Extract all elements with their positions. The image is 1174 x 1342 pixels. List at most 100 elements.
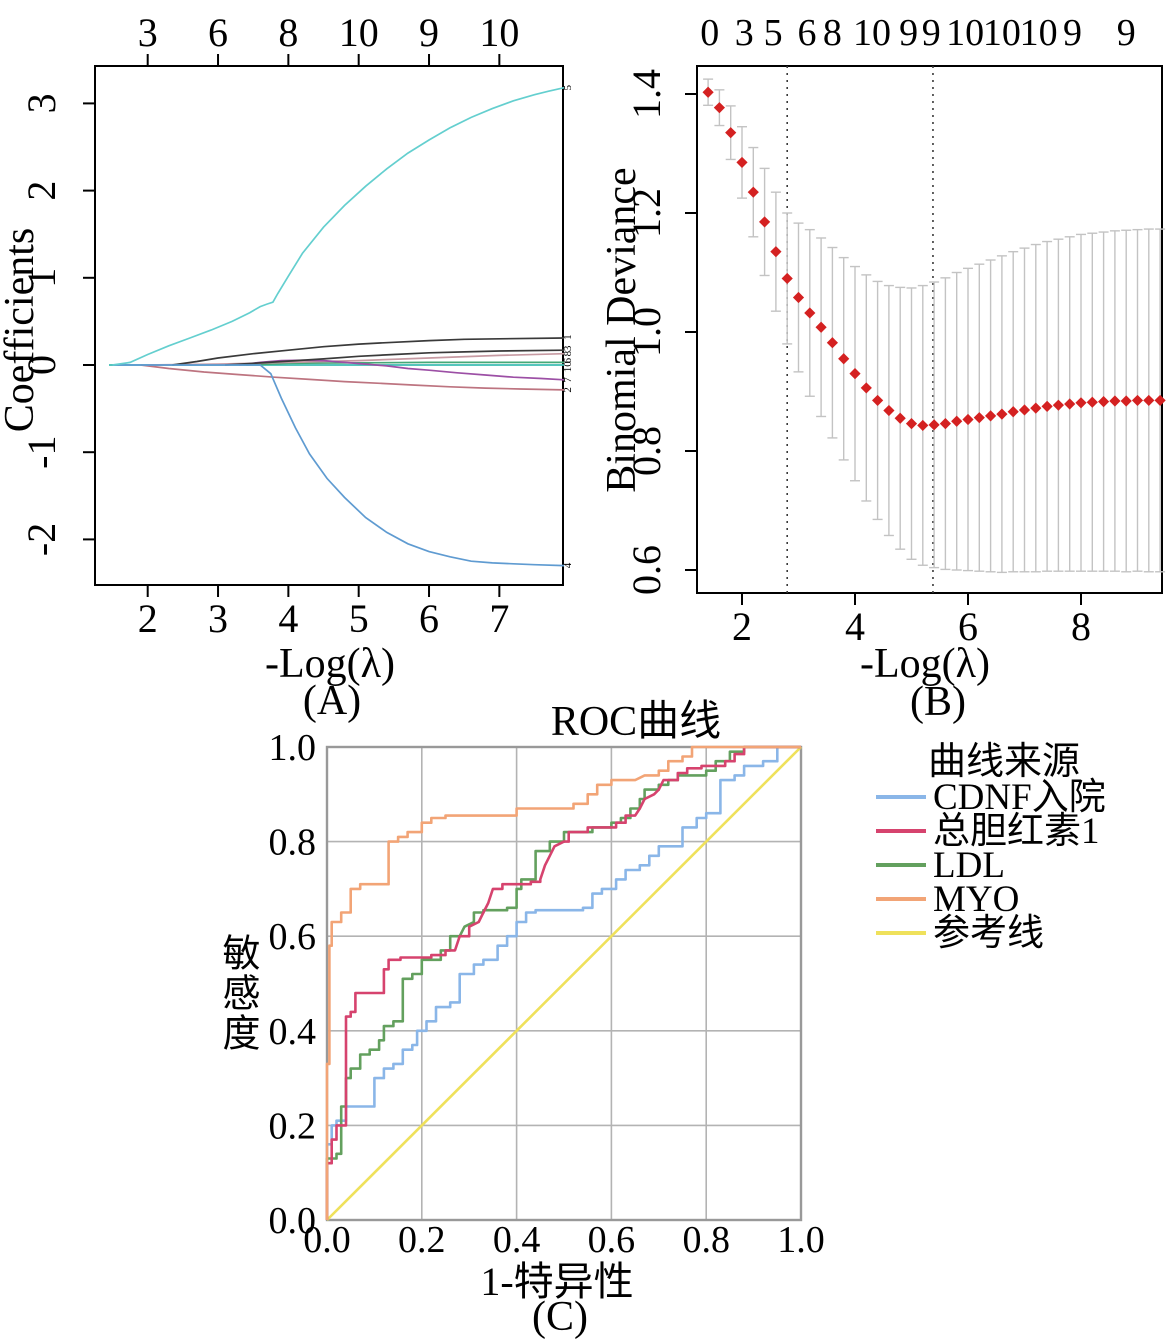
y-tick-label: 1.2: [624, 188, 669, 238]
legend-line-swatch: [876, 931, 926, 935]
x-tick-label: 5: [349, 596, 369, 641]
deviance-point: [1041, 400, 1053, 412]
curve-index-label: 2: [562, 387, 574, 393]
panel-b-tag: (B): [910, 679, 966, 725]
deviance-point: [1109, 395, 1121, 407]
top-axis-count-label: 10: [946, 12, 984, 54]
curve-index-label: 10: [562, 361, 574, 373]
deviance-point: [1030, 402, 1042, 414]
curve-index-label: 7: [562, 377, 574, 383]
top-axis-count-label: 9: [899, 12, 918, 54]
panel-b-y-axis-title: Binomial Deviance: [599, 167, 645, 493]
deviance-point: [1007, 406, 1019, 418]
panel-a-y-axis-title: Coefficients: [0, 227, 43, 433]
x-tick-label: 2: [138, 596, 158, 641]
x-tick-label: 6: [958, 604, 978, 649]
top-axis-count-label: 3: [138, 10, 158, 55]
deviance-point: [996, 408, 1008, 420]
deviance-point: [928, 419, 940, 431]
panel-b-x-axis-title: -Log(λ): [860, 641, 990, 687]
roc-curve-MYO: [325, 745, 801, 1220]
x-tick-label: 0.4: [493, 1219, 541, 1261]
top-axis-count-label: 10: [1020, 12, 1058, 54]
deviance-point: [1098, 396, 1110, 408]
top-axis-count-label: 8: [278, 10, 298, 55]
legend-line-swatch: [876, 829, 926, 833]
y-tick-label: 1: [19, 268, 64, 288]
y-tick-label: -2: [19, 523, 64, 556]
y-tick-label: 3: [19, 93, 64, 113]
panel-b-box: [696, 65, 1163, 594]
panel-c-tag: (C): [532, 1294, 588, 1340]
deviance-point: [815, 321, 827, 333]
deviance-point: [713, 102, 725, 114]
x-tick-label: 0.2: [398, 1219, 446, 1261]
x-tick-label: 1.0: [777, 1219, 825, 1261]
curve-index-label: 5: [562, 84, 574, 90]
top-axis-count-label: 10: [479, 10, 519, 55]
top-axis-count-label: 6: [208, 10, 228, 55]
deviance-point: [905, 418, 918, 430]
top-axis-count-label: 9: [419, 10, 439, 55]
curve-index-label: 8: [562, 350, 574, 356]
roc-curve-总胆红素1: [325, 745, 801, 1220]
deviance-point: [781, 272, 793, 285]
curve-index-label: 1: [562, 334, 574, 340]
y-tick-label: 1.0: [624, 307, 669, 357]
deviance-point: [1064, 398, 1076, 410]
deviance-point: [1120, 395, 1132, 407]
panel-a-tag: (A): [302, 678, 362, 724]
deviance-point: [1018, 404, 1031, 416]
panel-c-x-axis-title: 1-特异性: [480, 1259, 634, 1304]
legend-item: 总胆红素1: [876, 813, 1106, 850]
roc-curve-CDNF入院: [325, 745, 801, 1220]
x-tick-label: 0.0: [303, 1219, 351, 1261]
legend-line-swatch: [876, 897, 926, 901]
x-tick-label: 4: [278, 596, 298, 641]
coef-path-var4: [112, 364, 565, 567]
deviance-point: [917, 419, 929, 432]
x-tick-label: 2: [732, 604, 752, 649]
deviance-point: [1143, 394, 1155, 407]
y-tick-label: 0.8: [624, 426, 669, 476]
x-tick-label: 6: [419, 596, 439, 641]
y-tick-label: 0.6: [624, 545, 669, 595]
coef-path-var5: [112, 86, 565, 366]
y-tick-label: 0.8: [269, 822, 317, 864]
panel-c-plot: 0.0 0.2 0.4 0.6 0.8 1.0 0.0 0.2 0.4 0.6 0.8 1.0: [269, 727, 825, 1261]
x-tick-label: 4: [845, 604, 865, 649]
deviance-point: [860, 382, 872, 394]
x-tick-label: 8: [1071, 604, 1091, 649]
roc-legend: CDNF入院 总胆红素1 LDL MYO 参考线: [876, 776, 1106, 952]
legend-item-label: CDNF入院: [933, 776, 1106, 818]
coef-path-var3: [225, 349, 565, 366]
panel-a-x-axis-title: -Log(λ): [265, 641, 395, 687]
deviance-point: [973, 412, 985, 424]
deviance-point: [962, 413, 974, 426]
top-axis-count-label: 10: [339, 10, 379, 55]
deviance-point: [1131, 394, 1144, 407]
deviance-point: [1154, 394, 1166, 407]
deviance-point: [838, 353, 850, 365]
y-tick-label: 1.0: [269, 727, 317, 769]
coef-path-var2: [140, 364, 565, 391]
deviance-point: [702, 86, 714, 98]
x-tick-label: 0.6: [588, 1219, 636, 1261]
top-axis-count-label: 6: [797, 12, 816, 54]
legend-item: LDL: [876, 847, 1106, 884]
y-tick-label: 2: [19, 181, 64, 201]
roc-curve-参考线: [326, 746, 802, 1221]
x-tick-label: 0.8: [682, 1219, 730, 1261]
deviance-point: [725, 127, 737, 139]
coef-path-var8: [147, 352, 565, 366]
deviance-point: [1052, 399, 1064, 411]
deviance-point: [1086, 396, 1098, 408]
legend-item: 参考线: [876, 915, 1106, 952]
legend-title: 曲线来源: [927, 741, 1081, 783]
deviance-point: [826, 337, 838, 349]
top-axis-count-label: 8: [823, 12, 842, 54]
y-tick-label: 0.4: [269, 1011, 317, 1053]
